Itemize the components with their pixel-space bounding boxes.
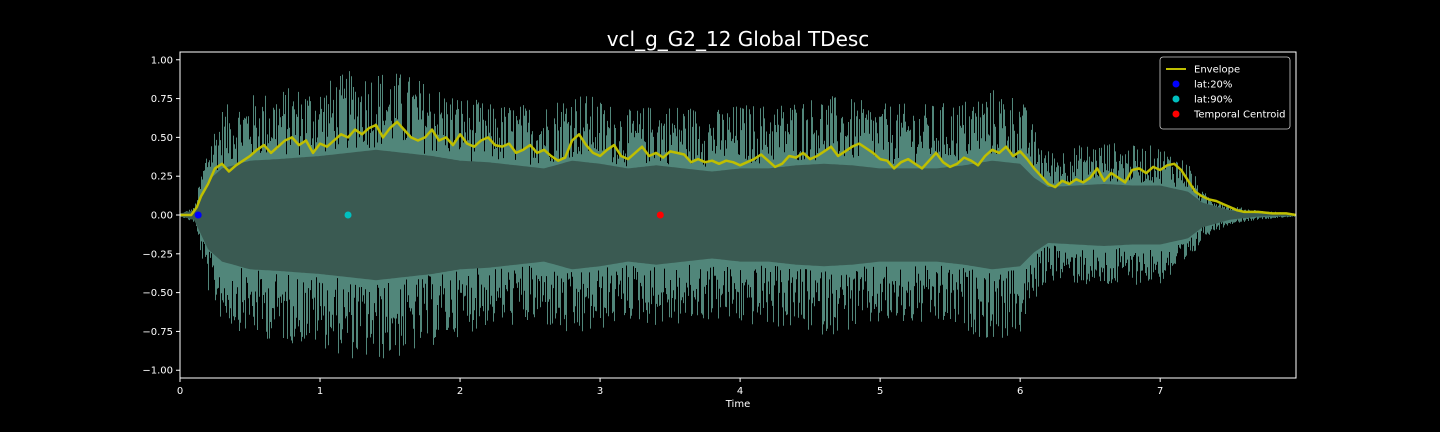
x-tick-label: 5 (877, 386, 883, 397)
y-tick-label: 0.75 (151, 94, 173, 105)
y-tick-label: −0.50 (142, 288, 173, 299)
legend-dot-swatch (1172, 110, 1180, 118)
x-tick-label: 2 (457, 386, 463, 397)
legend-dot-swatch (1172, 95, 1180, 103)
y-tick-label: 0.50 (151, 133, 173, 144)
x-tick-label: 6 (1017, 386, 1023, 397)
legend-label: Temporal Centroid (1193, 110, 1286, 121)
x-axis-label: Time (725, 399, 750, 410)
x-tick-label: 3 (597, 386, 603, 397)
legend-box (1159, 56, 1291, 130)
x-tick-label: 1 (317, 386, 323, 397)
x-tick-label: 4 (737, 386, 743, 397)
plot-layer (180, 71, 1296, 359)
chart-title: vcl_g_G2_12 Global TDesc (607, 27, 870, 51)
envelope-line (180, 120, 1296, 217)
x-tick-label: 0 (177, 386, 183, 397)
legend-label: lat:90% (1194, 95, 1232, 106)
marker-point-1 (194, 211, 202, 219)
y-tick-label: −1.00 (142, 366, 173, 377)
y-tick-label: 0.00 (151, 211, 173, 222)
y-axis: 1.00 0.75 0.50 0.25 0.00 −0.25 −0.50 −0.75 −1.00 (142, 55, 180, 377)
y-tick-label: 0.25 (151, 172, 173, 183)
marker-point-2 (344, 211, 352, 219)
legend-label: Envelope (1194, 65, 1240, 76)
x-axis: 0 1 2 3 4 5 6 7 (177, 378, 1163, 397)
y-tick-label: −0.25 (142, 249, 173, 260)
x-tick-label: 7 (1157, 386, 1163, 397)
legend: Envelope lat:20% lat:90% Temporal Centroid (1159, 56, 1291, 130)
y-tick-label: −0.75 (142, 327, 173, 338)
legend-dot-swatch (1172, 80, 1180, 88)
plot-area (180, 71, 1296, 359)
waveform-body (180, 149, 1296, 281)
y-tick-label: 1.00 (151, 55, 173, 66)
legend-label: lat:20% (1194, 80, 1232, 91)
marker-point-3 (656, 211, 664, 219)
